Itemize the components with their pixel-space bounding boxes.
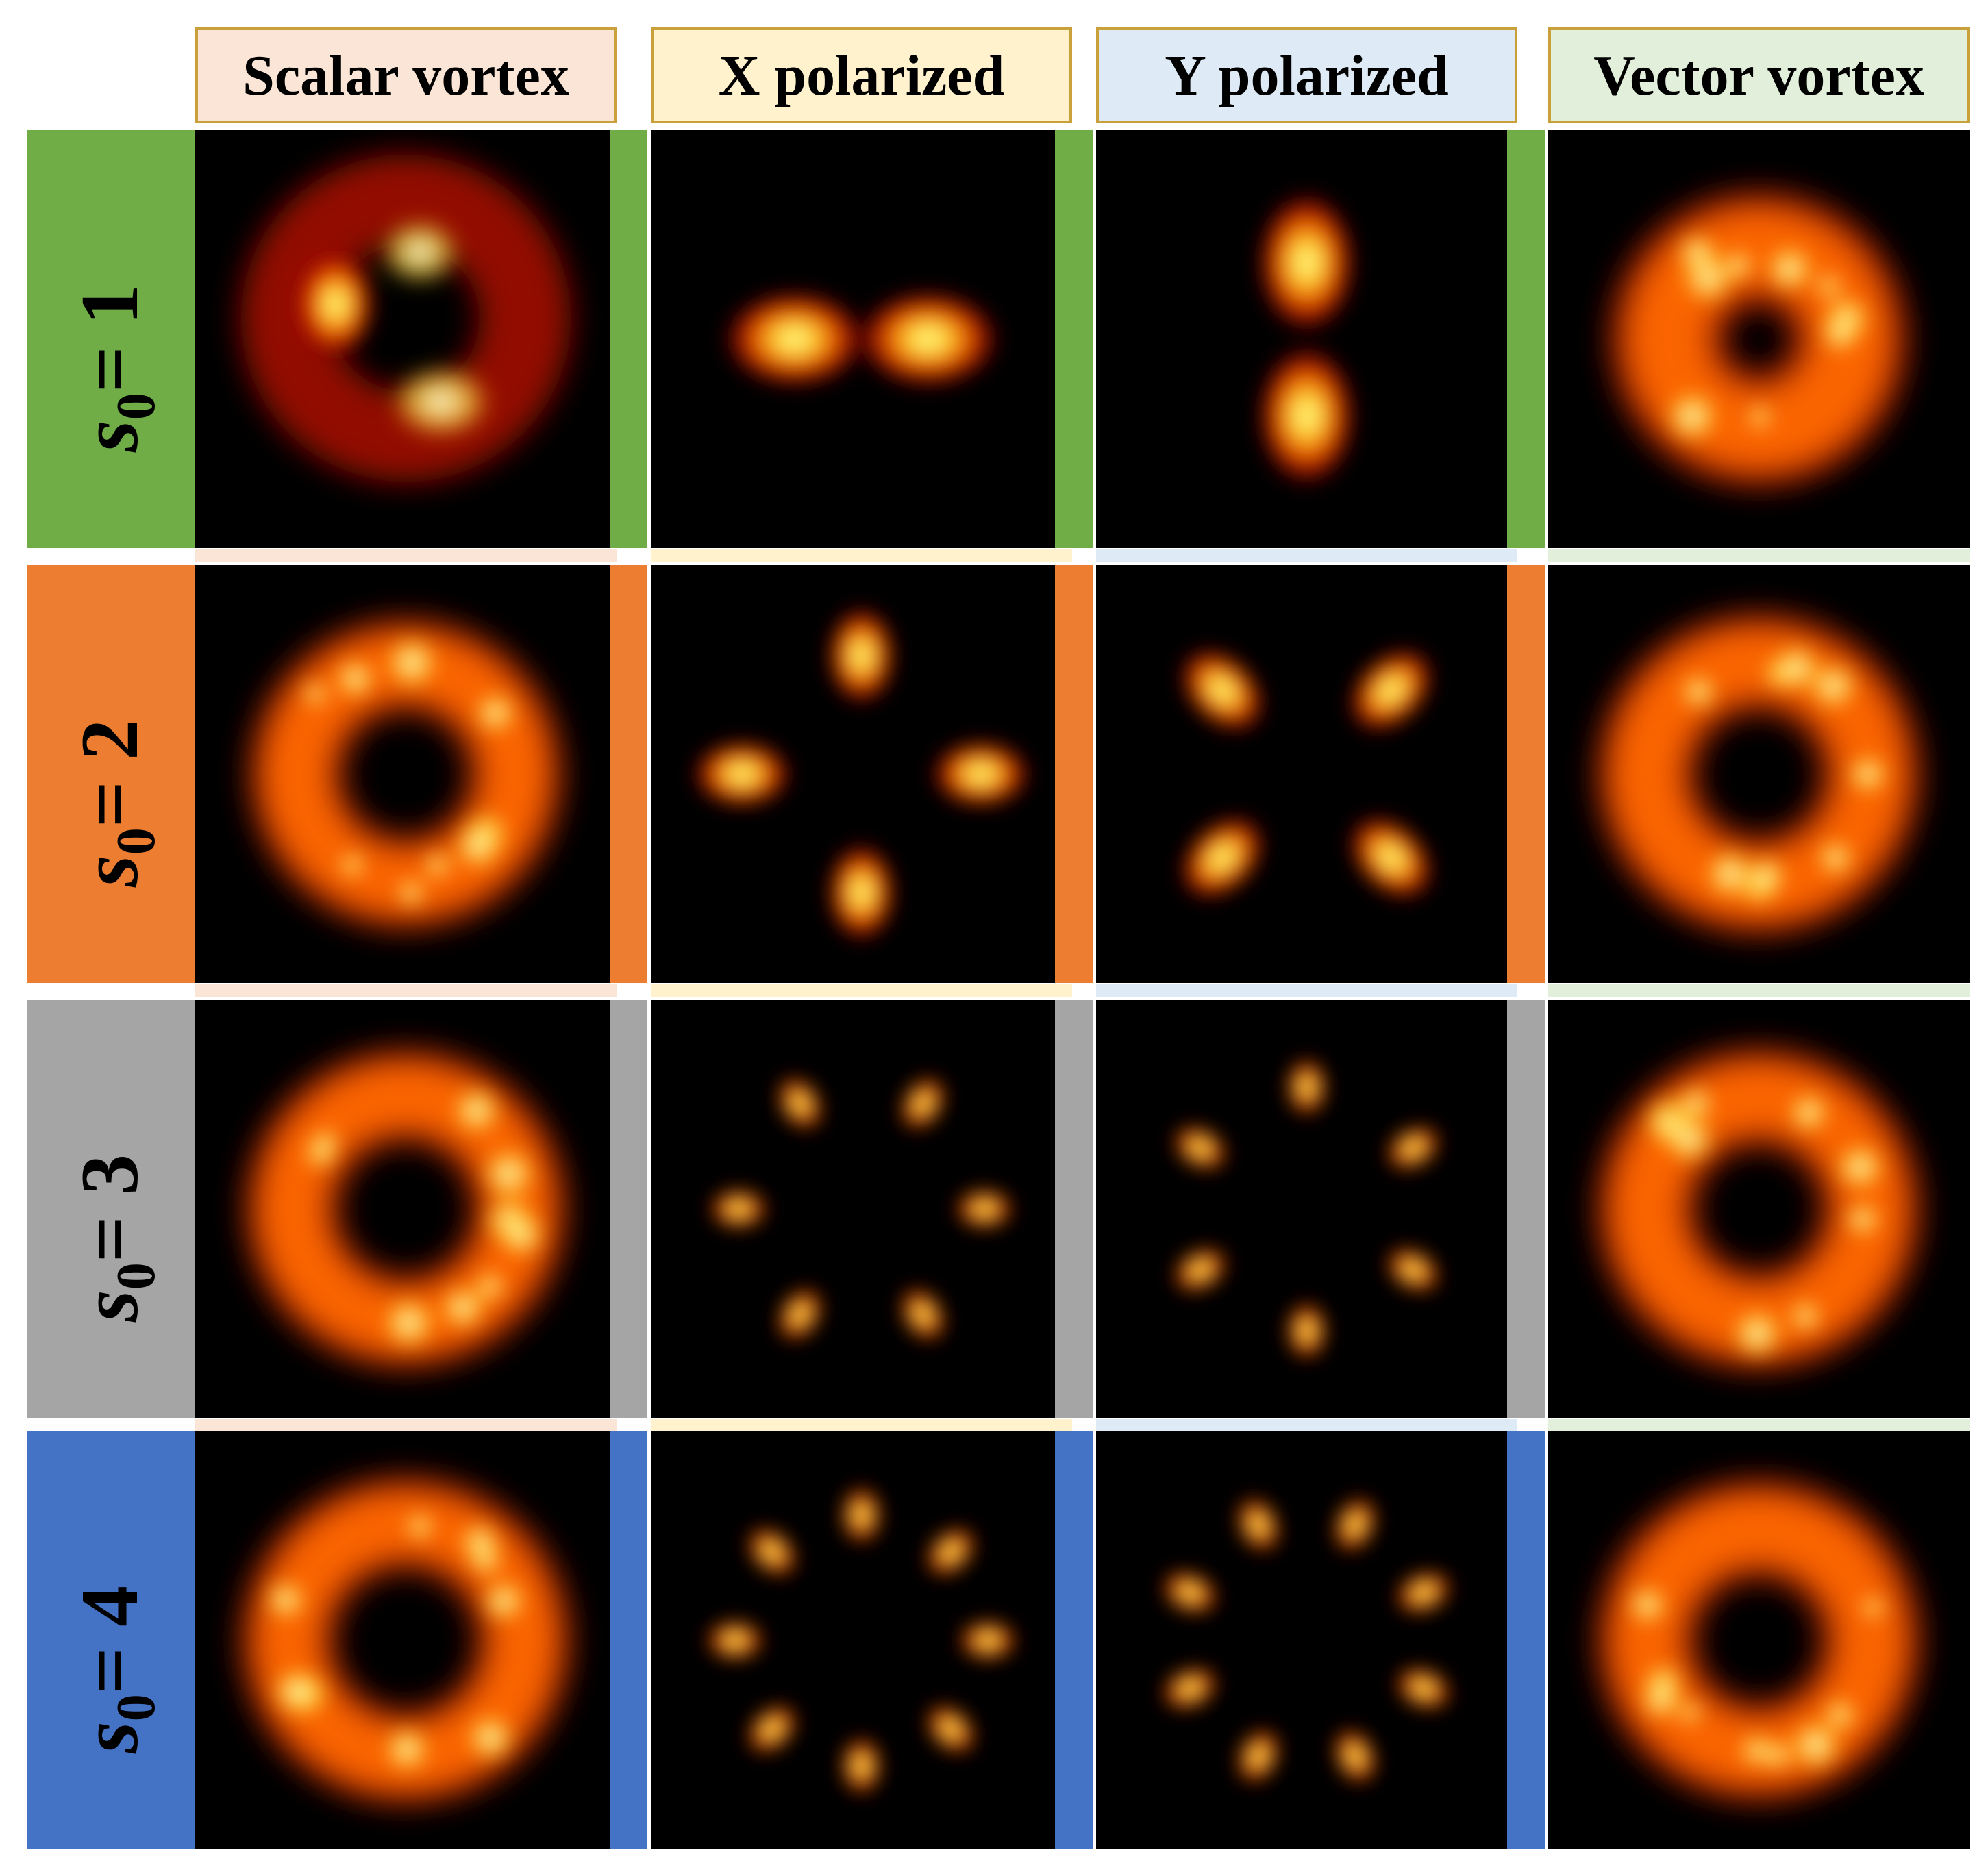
row-label-sub: 0: [106, 1262, 166, 1290]
panel-separator: [1096, 1419, 1517, 1431]
column-header-2: X polarized: [651, 27, 1072, 123]
row-color-tab: [1507, 1000, 1545, 1418]
column-header-3: Y polarized: [1096, 27, 1517, 123]
intensity-panel-s0-3-scalar-vortex: [195, 1000, 617, 1418]
row-color-tab: [610, 1000, 647, 1418]
panel-separator: [195, 1419, 617, 1431]
row-color-tab: [1507, 1431, 1545, 1849]
column-header-4: Vector vortex: [1548, 27, 1970, 123]
panel-separator: [651, 984, 1072, 997]
row-color-tab: [1507, 130, 1545, 548]
svg-text:s0= 3: s0= 3: [64, 1154, 166, 1323]
intensity-panel-s0-3-x-polarized: [651, 1000, 1072, 1418]
intensity-panel-s0-1-x-polarized: [651, 130, 1072, 548]
panel-separator: [195, 984, 617, 997]
intensity-panel-s0-2-y-polarized: [1096, 565, 1517, 983]
row-label-s0-4: s0= 4: [27, 1431, 195, 1849]
panel-separator: [1096, 549, 1517, 562]
row-label-eq: = 3: [64, 1154, 155, 1262]
panel-separator: [195, 549, 617, 562]
row-label-s0-3: s0= 3: [27, 1000, 195, 1418]
row-label-sub: 0: [106, 392, 166, 420]
intensity-panel-s0-1-y-polarized: [1096, 130, 1517, 548]
intensity-panel-s0-4-vector-vortex: [1548, 1431, 1970, 1849]
intensity-panel-s0-2-x-polarized: [651, 565, 1072, 983]
row-label-var: s: [64, 1721, 155, 1754]
intensity-panel-s0-3-y-polarized: [1096, 1000, 1517, 1418]
panel-separator: [1096, 984, 1517, 997]
row-color-tab: [1055, 1431, 1093, 1849]
svg-text:s0= 4: s0= 4: [64, 1586, 166, 1754]
intensity-panel-s0-4-scalar-vortex: [195, 1431, 617, 1849]
panel-separator: [1548, 1419, 1970, 1431]
svg-text:s0= 1: s0= 1: [64, 284, 166, 453]
row-color-tab: [1055, 1000, 1093, 1418]
intensity-panel-s0-2-scalar-vortex: [195, 565, 617, 983]
row-label-sub: 0: [106, 1694, 166, 1721]
panel-separator: [1548, 984, 1970, 997]
intensity-panel-s0-1-vector-vortex: [1548, 130, 1970, 548]
row-color-tab: [1507, 565, 1545, 983]
column-header-1: Scalar vortex: [195, 27, 617, 123]
row-label-s0-2: s0= 2: [27, 565, 195, 983]
intensity-panel-s0-3-vector-vortex: [1548, 1000, 1970, 1418]
row-label-var: s: [64, 855, 155, 888]
row-label-eq: = 1: [64, 284, 155, 392]
intensity-panel-s0-2-vector-vortex: [1548, 565, 1970, 983]
intensity-panel-s0-4-x-polarized: [651, 1431, 1072, 1849]
row-label-s0-1: s0= 1: [27, 130, 195, 548]
intensity-panel-s0-4-y-polarized: [1096, 1431, 1517, 1849]
row-label-eq: = 2: [64, 719, 155, 827]
row-label-var: s: [64, 1290, 155, 1323]
svg-text:s0= 2: s0= 2: [64, 719, 166, 888]
panel-separator: [651, 1419, 1072, 1431]
panel-separator: [651, 549, 1072, 562]
row-label-var: s: [64, 420, 155, 453]
intensity-panel-s0-1-scalar-vortex: [195, 130, 617, 548]
row-label-sub: 0: [106, 827, 166, 855]
row-color-tab: [610, 130, 647, 548]
row-color-tab: [1055, 565, 1093, 983]
panel-separator: [1548, 549, 1970, 562]
row-color-tab: [610, 1431, 647, 1849]
row-color-tab: [610, 565, 647, 983]
row-label-eq: = 4: [64, 1586, 155, 1694]
row-color-tab: [1055, 130, 1093, 548]
